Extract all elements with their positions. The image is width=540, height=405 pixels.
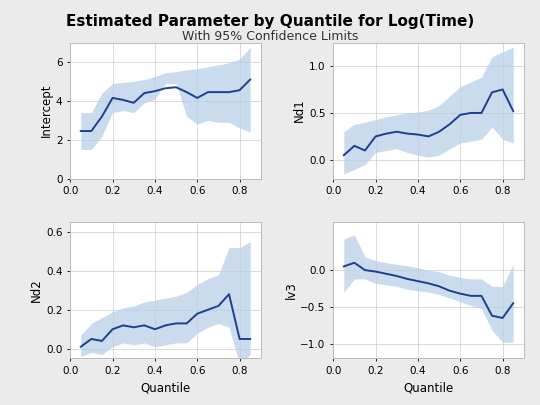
Y-axis label: lv3: lv3 [285,281,298,299]
X-axis label: Quantile: Quantile [403,382,454,394]
Text: With 95% Confidence Limits: With 95% Confidence Limits [182,30,358,43]
Text: Estimated Parameter by Quantile for Log(Time): Estimated Parameter by Quantile for Log(… [66,14,474,29]
X-axis label: Quantile: Quantile [140,382,191,394]
Y-axis label: Intercept: Intercept [40,84,53,137]
Y-axis label: Nd2: Nd2 [30,279,43,302]
Y-axis label: Nd1: Nd1 [293,99,306,122]
